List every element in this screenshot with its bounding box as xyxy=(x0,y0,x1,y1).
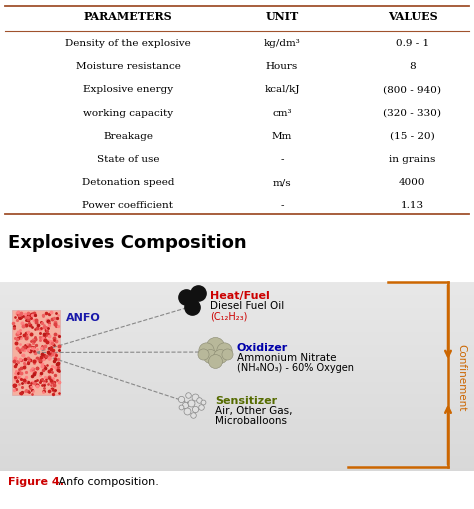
Text: Microballoons: Microballoons xyxy=(215,415,287,425)
Text: working capacity: working capacity xyxy=(83,108,173,118)
Text: State of use: State of use xyxy=(97,155,159,164)
Text: Moisture resistance: Moisture resistance xyxy=(75,62,181,71)
Text: Anfo composition.: Anfo composition. xyxy=(55,476,159,486)
Text: 4000: 4000 xyxy=(399,178,426,187)
Text: Power coefficient: Power coefficient xyxy=(82,201,173,210)
Text: UNIT: UNIT xyxy=(265,11,299,22)
Text: -: - xyxy=(280,155,284,164)
Text: Heat/Fuel: Heat/Fuel xyxy=(210,291,270,301)
Text: Oxidizer: Oxidizer xyxy=(237,343,288,352)
Text: Diesel Fuel Oil: Diesel Fuel Oil xyxy=(210,301,284,310)
Text: Confinement: Confinement xyxy=(456,344,466,411)
Text: (C₁₂H₂₃): (C₁₂H₂₃) xyxy=(210,310,247,321)
Text: Sensitizer: Sensitizer xyxy=(215,395,277,405)
Bar xyxy=(12,310,60,395)
Text: Explosives Composition: Explosives Composition xyxy=(8,233,246,251)
Text: cm³: cm³ xyxy=(272,108,292,118)
Text: 8: 8 xyxy=(409,62,416,71)
Text: Hours: Hours xyxy=(266,62,298,71)
Text: kg/dm³: kg/dm³ xyxy=(264,39,301,48)
Text: Detonation speed: Detonation speed xyxy=(82,178,174,187)
Text: (NH₄NO₃) - 60% Oxygen: (NH₄NO₃) - 60% Oxygen xyxy=(237,362,354,372)
Text: Mm: Mm xyxy=(272,131,292,140)
Text: -: - xyxy=(280,201,284,210)
Text: Figure 4.: Figure 4. xyxy=(8,476,64,486)
Text: m/s: m/s xyxy=(273,178,292,187)
Text: 0.9 - 1: 0.9 - 1 xyxy=(396,39,429,48)
Text: Breakage: Breakage xyxy=(103,131,153,140)
Text: VALUES: VALUES xyxy=(388,11,437,22)
Text: Explosive energy: Explosive energy xyxy=(83,86,173,94)
Text: in grains: in grains xyxy=(389,155,436,164)
Text: (800 - 940): (800 - 940) xyxy=(383,86,441,94)
Text: Density of the explosive: Density of the explosive xyxy=(65,39,191,48)
Text: 1.13: 1.13 xyxy=(401,201,424,210)
Text: kcal/kJ: kcal/kJ xyxy=(264,86,300,94)
Text: ANFO: ANFO xyxy=(66,313,101,323)
Text: (15 - 20): (15 - 20) xyxy=(390,131,435,140)
Text: Air, Other Gas,: Air, Other Gas, xyxy=(215,405,292,415)
Text: PARAMETERS: PARAMETERS xyxy=(84,11,172,22)
Text: Ammonium Nitrate: Ammonium Nitrate xyxy=(237,352,337,362)
Text: (320 - 330): (320 - 330) xyxy=(383,108,441,118)
